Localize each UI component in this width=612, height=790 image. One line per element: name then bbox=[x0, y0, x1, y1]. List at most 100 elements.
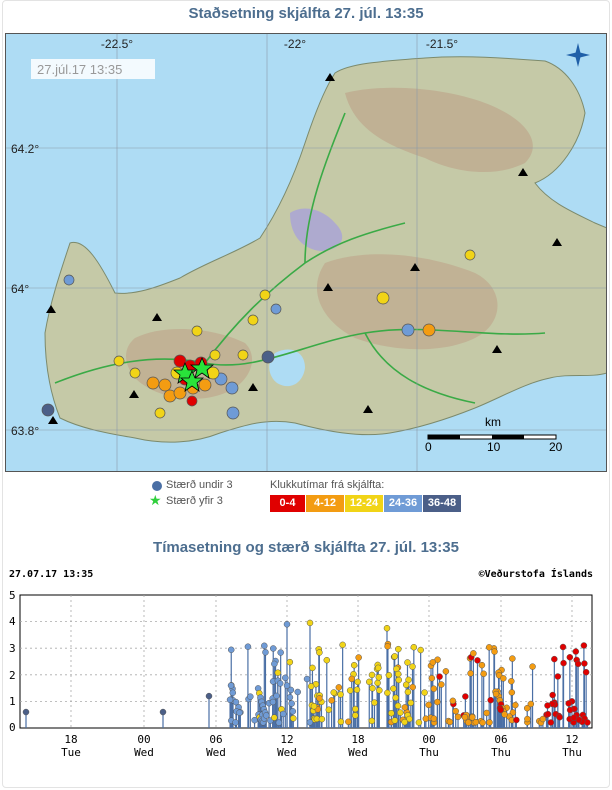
time-bin-24-36: 24-36 bbox=[384, 495, 422, 512]
timeline-title: Tímasetning og stærð skjálfta 27. júl. 1… bbox=[153, 539, 459, 556]
quake-marker bbox=[366, 678, 373, 686]
quake-marker bbox=[325, 706, 333, 713]
quake-marker bbox=[559, 643, 567, 651]
quake-marker bbox=[434, 698, 441, 706]
quake-marker bbox=[544, 710, 552, 718]
mountain-area bbox=[316, 254, 498, 350]
quake-marker bbox=[286, 658, 294, 666]
quake-marker bbox=[410, 643, 418, 651]
quake-marker bbox=[523, 704, 531, 712]
quake-markers bbox=[22, 619, 591, 726]
y-tick: 2 bbox=[9, 669, 16, 682]
quake-marker bbox=[276, 680, 284, 687]
quake-marker bbox=[316, 649, 323, 656]
quake-marker bbox=[524, 715, 531, 723]
quake-marker bbox=[580, 642, 588, 649]
timeline-plot[interactable]: 27.07.17 13:35 ©Veðurstofa Íslands 5 4 3… bbox=[5, 565, 607, 765]
quake-marker bbox=[368, 717, 376, 725]
quake-marker bbox=[422, 715, 430, 722]
quake-marker bbox=[549, 691, 556, 699]
quake-marker bbox=[474, 657, 481, 664]
quake-marker bbox=[529, 663, 536, 670]
quake-marker bbox=[388, 709, 395, 717]
quake-marker bbox=[279, 710, 287, 718]
x-axis-labels: 18 Tue 00 Wed 06 Wed 12 Wed 18 Wed 00 Th… bbox=[61, 733, 582, 759]
quake-marker bbox=[501, 711, 508, 718]
quake-marker bbox=[159, 708, 167, 716]
x-tick-day: Thu bbox=[419, 746, 439, 759]
quake-marker bbox=[306, 619, 314, 627]
y-tick: 0 bbox=[9, 721, 16, 734]
quake-marker bbox=[345, 718, 352, 726]
y-tick: 4 bbox=[9, 615, 16, 628]
quake-marker bbox=[430, 685, 438, 692]
quake-marker bbox=[283, 621, 291, 628]
x-tick-hour: 06 bbox=[494, 733, 507, 746]
quake-marker bbox=[462, 693, 469, 700]
quake-marker bbox=[269, 698, 277, 706]
quake-marker bbox=[350, 661, 358, 669]
north-arrow-icon bbox=[566, 43, 590, 67]
quake-marker bbox=[470, 650, 477, 657]
quake-marker bbox=[415, 719, 423, 726]
quake-marker bbox=[339, 641, 346, 649]
quake-marker bbox=[328, 697, 335, 704]
quake-marker bbox=[251, 716, 258, 724]
x-tick-day: Wed bbox=[348, 746, 368, 759]
quake-marker bbox=[574, 660, 582, 668]
quake-marker bbox=[354, 678, 361, 686]
quake-marker bbox=[497, 706, 504, 714]
legend-time-title: Klukkutímar frá skjálfta: bbox=[270, 479, 385, 491]
quake-marker bbox=[508, 677, 515, 685]
quake-marker bbox=[527, 700, 535, 708]
quake-marker bbox=[310, 703, 318, 710]
scale-bar: km 0 10 20 bbox=[425, 415, 563, 454]
quake-marker bbox=[346, 687, 354, 694]
quake-marker bbox=[483, 709, 490, 717]
quake-marker bbox=[436, 673, 443, 680]
quake-marker bbox=[407, 699, 415, 707]
quake-marker bbox=[288, 700, 295, 707]
quake-marker bbox=[236, 709, 243, 716]
quake-marker bbox=[500, 675, 507, 682]
quake-marker bbox=[375, 664, 382, 672]
quake-marker bbox=[226, 696, 234, 704]
quake-marker bbox=[244, 643, 252, 650]
scale-tick: 0 bbox=[425, 440, 432, 454]
timestamp-box bbox=[31, 59, 155, 79]
time-bin-4-12: 4-12 bbox=[306, 495, 344, 512]
quake-marker bbox=[417, 646, 424, 654]
quake-marker bbox=[309, 664, 316, 672]
legend-large: Stærð yfir 3 bbox=[166, 495, 223, 507]
lon-label: -22.5° bbox=[101, 37, 133, 51]
quake-marker bbox=[352, 712, 359, 719]
x-tick-day: Thu bbox=[562, 746, 582, 759]
quake-marker bbox=[353, 686, 361, 693]
quake-marker bbox=[22, 708, 30, 716]
quake-marker bbox=[409, 683, 416, 691]
quake-marker bbox=[227, 682, 235, 689]
y-axis-labels: 5 4 3 2 1 0 bbox=[9, 589, 16, 734]
x-tick-day: Thu bbox=[491, 746, 511, 759]
quake-marker bbox=[262, 712, 270, 719]
quake-marker bbox=[352, 705, 359, 713]
legend-small: Stærð undir 3 bbox=[166, 479, 233, 491]
quake-marker bbox=[554, 673, 562, 680]
lat-label: 63.8° bbox=[11, 424, 39, 438]
quake-marker bbox=[375, 674, 383, 681]
quake-marker bbox=[461, 713, 469, 721]
x-tick-day: Wed bbox=[206, 746, 226, 759]
quake-marker bbox=[390, 685, 397, 692]
quake-marker bbox=[323, 656, 331, 664]
quake-marker bbox=[491, 648, 498, 655]
quake-marker bbox=[232, 719, 239, 726]
quake-marker bbox=[429, 659, 437, 666]
earthquake-map[interactable]: 27.júl.17 13:35 -22.5° -22° -21.5° 64.2°… bbox=[5, 33, 607, 472]
quake-marker bbox=[368, 671, 376, 679]
mountain-area bbox=[345, 87, 533, 173]
quake-marker bbox=[449, 697, 457, 705]
quake-marker bbox=[544, 702, 551, 709]
quake-marker bbox=[485, 644, 493, 651]
quake-marker bbox=[374, 679, 381, 687]
glacier bbox=[290, 208, 343, 251]
